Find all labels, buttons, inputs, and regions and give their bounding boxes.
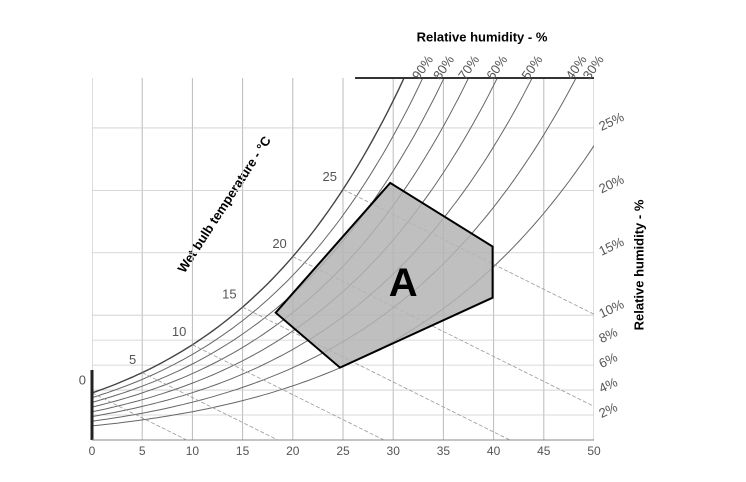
y-tick-label: 25% (596, 109, 626, 134)
wet-bulb-line (142, 372, 278, 440)
y-tick-label: 6% (596, 349, 620, 371)
wet-bulb-line (92, 392, 187, 440)
region-label: A (389, 261, 418, 305)
wet-bulb-label: 10 (172, 324, 186, 339)
wet-bulb-label: 25 (323, 169, 337, 184)
right-axis-title: Relative humidity - % (631, 199, 646, 330)
wet-bulb-label: 5 (129, 352, 136, 367)
y-tick-label: 10% (596, 296, 626, 321)
x-tick-label: 20 (286, 444, 300, 458)
rh-curve (92, 78, 424, 399)
x-tick-label: 30 (387, 444, 401, 458)
y-tick-label: 20% (596, 171, 626, 196)
x-tick-label: 45 (537, 444, 551, 458)
x-tick-label: 10 (186, 444, 200, 458)
x-tick-label: 40 (487, 444, 501, 458)
region-a (274, 181, 494, 369)
x-tick-label: 0 (89, 444, 96, 458)
x-tick-label: 15 (236, 444, 250, 458)
y-tick-label: 2% (596, 399, 620, 421)
wet-bulb-label: 0 (79, 372, 86, 387)
wet-bulb-line (242, 306, 511, 440)
x-tick-label: 35 (437, 444, 451, 458)
x-tick-label: 5 (139, 444, 146, 458)
wet-bulb-label: 20 (272, 236, 286, 251)
wet-bulb-axis-title: Wet bulb temperature - °C (174, 133, 274, 275)
y-tick-label: 4% (596, 374, 620, 396)
wet-bulb-label: 15 (222, 287, 236, 302)
x-tick-label: 50 (587, 444, 601, 458)
y-tick-label: 15% (596, 234, 626, 259)
top-axis-title: Relative humidity - % (417, 29, 548, 44)
saturation-curve (92, 78, 405, 394)
y-tick-label: 8% (596, 324, 620, 346)
x-tick-label: 25 (336, 444, 350, 458)
rh-label: 30% (580, 52, 607, 82)
